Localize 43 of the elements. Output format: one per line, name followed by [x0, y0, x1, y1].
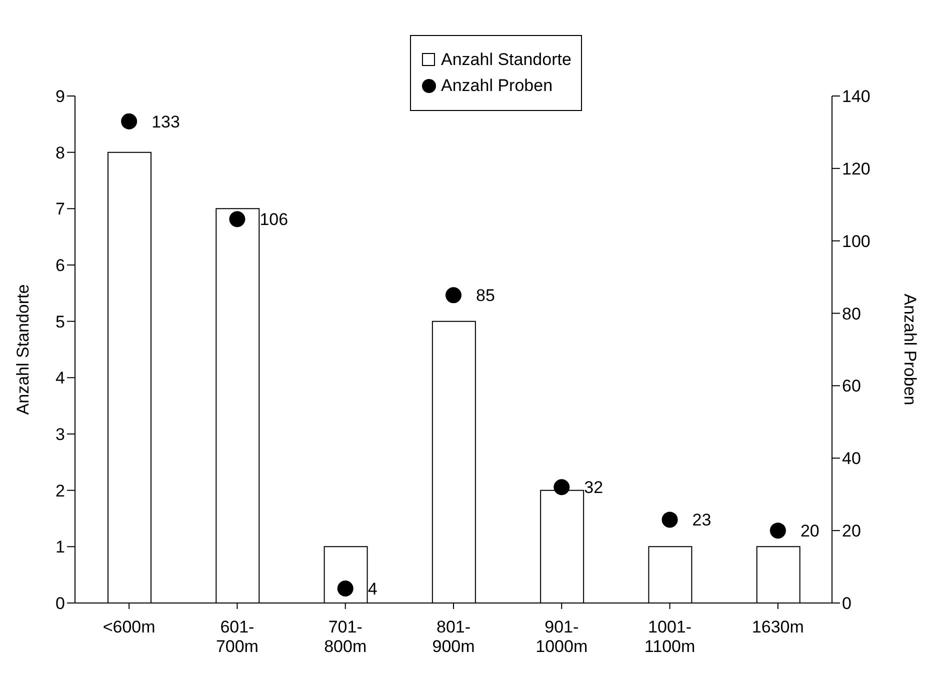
y2-tick-label: 0: [842, 594, 852, 614]
y-tick-label: 3: [56, 425, 65, 444]
y2-tick-label: 60: [842, 376, 861, 396]
point: [229, 211, 246, 228]
point: [121, 113, 138, 130]
y2-tick-label: 20: [842, 522, 861, 541]
legend-label: Anzahl Proben: [441, 76, 553, 96]
x-tick-label: 1001-1100m: [644, 617, 696, 656]
y2-tick-label: 100: [842, 232, 870, 251]
legend-label: Anzahl Standorte: [441, 50, 572, 70]
data-label: 32: [584, 478, 604, 498]
y-tick-label: 2: [56, 481, 65, 500]
point: [337, 580, 354, 597]
x-tick-label: 801-900m: [432, 617, 475, 656]
point: [662, 512, 678, 528]
y-tick-label: 6: [56, 256, 65, 276]
x-tick-label: <600m: [102, 617, 156, 636]
data-label: 85: [476, 286, 495, 306]
data-label: 23: [692, 510, 712, 530]
y-tick-label: 9: [56, 87, 65, 106]
x-tick-label: 1630m: [752, 617, 804, 636]
y2-tick-label: 40: [842, 449, 861, 468]
x-tick-label: 901-1000m: [536, 617, 588, 656]
point: [446, 287, 462, 304]
data-label: 133: [152, 112, 180, 132]
point: [554, 479, 570, 496]
data-label: 106: [260, 210, 288, 230]
y2-tick-label: 80: [842, 304, 861, 324]
y-tick-label: 1: [56, 538, 65, 557]
data-label: 4: [368, 580, 378, 599]
data-label: 20: [800, 522, 820, 541]
y-tick-label: 8: [56, 143, 65, 162]
y2-tick-label: 120: [842, 159, 870, 178]
y2-tick-label: 140: [842, 87, 870, 106]
y-tick-label: 7: [56, 200, 65, 219]
y-axis-title: Anzahl Standorte: [13, 284, 32, 415]
x-tick-label: 701-800m: [324, 617, 367, 656]
y-tick-label: 4: [56, 368, 65, 388]
x-tick-label: 601-700m: [216, 617, 258, 656]
y-tick-label: 5: [56, 312, 65, 332]
y-tick-label: 0: [56, 594, 65, 614]
y2-axis-title: Anzahl Proben: [900, 294, 920, 406]
point: [770, 522, 786, 539]
